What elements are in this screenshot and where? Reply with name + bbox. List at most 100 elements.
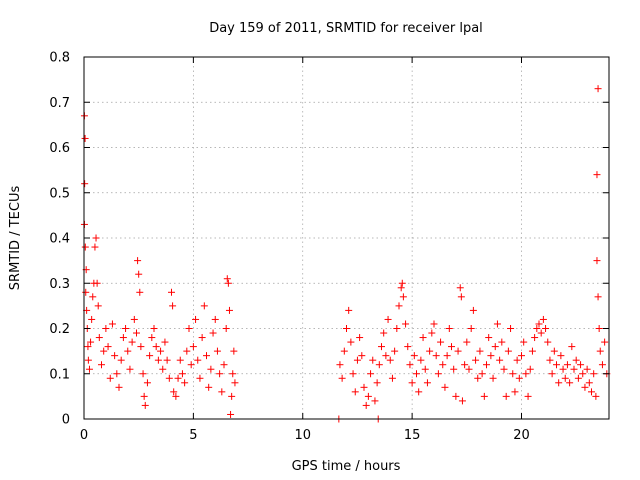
data-point — [491, 343, 499, 351]
data-point — [223, 275, 231, 283]
data-point — [343, 325, 350, 332]
data-point — [561, 374, 569, 382]
data-point — [526, 365, 534, 373]
data-point — [461, 361, 469, 369]
data-point — [550, 347, 558, 355]
data-point — [230, 347, 238, 355]
data-point — [406, 361, 414, 369]
data-point — [130, 315, 138, 323]
data-point — [421, 365, 429, 373]
data-point — [535, 320, 543, 328]
data-point — [224, 279, 232, 287]
data-point — [157, 347, 165, 355]
data-point — [454, 347, 462, 355]
data-point — [448, 343, 455, 351]
data-points — [80, 85, 611, 423]
data-point — [141, 401, 149, 409]
data-point — [176, 356, 184, 364]
x-tick-label: 0 — [80, 428, 88, 443]
data-point — [93, 279, 101, 287]
data-point — [367, 370, 375, 378]
data-point — [205, 383, 213, 391]
data-point — [439, 361, 447, 369]
data-point — [228, 392, 236, 400]
data-point — [338, 374, 346, 382]
data-point — [89, 293, 97, 301]
data-point — [593, 257, 601, 265]
data-point — [391, 347, 399, 355]
data-point — [362, 401, 370, 409]
data-point — [577, 361, 585, 369]
data-point — [463, 338, 471, 346]
data-point — [345, 306, 353, 314]
y-tick-label: 0.2 — [49, 322, 70, 337]
data-point — [185, 325, 193, 332]
data-point — [441, 383, 449, 391]
data-point — [194, 356, 202, 364]
data-point — [108, 320, 116, 328]
y-tick-label: 0 — [62, 413, 70, 428]
data-point — [139, 370, 147, 378]
data-point — [408, 379, 416, 387]
data-point — [380, 329, 388, 337]
data-point — [496, 356, 504, 364]
data-point — [115, 383, 123, 391]
data-point — [104, 343, 112, 351]
data-point — [546, 356, 554, 364]
data-point — [483, 361, 490, 369]
data-point — [218, 388, 226, 396]
data-point — [364, 392, 372, 400]
data-point — [493, 320, 501, 328]
data-point — [133, 329, 140, 337]
y-axis-label: SRMTID / TECUs — [8, 186, 23, 291]
data-point — [100, 347, 108, 355]
data-point — [415, 388, 423, 396]
data-point — [140, 392, 148, 400]
data-point — [581, 383, 589, 391]
data-point — [528, 347, 536, 355]
data-point — [465, 365, 473, 373]
data-point — [174, 374, 182, 382]
chart-title: Day 159 of 2011, SRMTID for receiver lpa… — [209, 21, 483, 36]
y-tick-label: 0.8 — [49, 51, 70, 66]
data-point — [457, 293, 465, 301]
data-point — [358, 352, 366, 360]
x-tick-label: 15 — [404, 428, 421, 443]
y-tick-label: 0.6 — [49, 141, 70, 156]
data-point — [413, 370, 420, 378]
data-point — [227, 410, 235, 418]
data-point — [84, 343, 92, 351]
data-point — [165, 374, 173, 382]
data-point — [378, 343, 385, 351]
data-point — [539, 315, 547, 323]
data-point — [500, 365, 508, 373]
data-point — [213, 347, 221, 355]
data-point — [168, 288, 175, 296]
data-point — [163, 356, 171, 364]
data-point — [209, 329, 217, 337]
data-point — [134, 257, 142, 265]
data-point — [498, 338, 506, 346]
data-point — [92, 234, 100, 242]
data-point — [601, 338, 609, 346]
data-point — [178, 370, 186, 378]
data-point — [515, 374, 523, 382]
data-point — [469, 306, 477, 314]
data-point — [430, 320, 438, 328]
data-point — [553, 361, 560, 369]
data-point — [570, 365, 578, 373]
data-point — [487, 352, 495, 360]
data-point — [388, 374, 396, 382]
data-point — [419, 334, 427, 342]
data-point — [572, 356, 580, 364]
data-point — [207, 365, 215, 373]
data-point — [198, 334, 206, 342]
data-point — [533, 325, 541, 332]
data-point — [472, 356, 480, 364]
data-point — [170, 388, 178, 396]
data-point — [450, 365, 458, 373]
data-point — [373, 379, 381, 387]
data-point — [522, 370, 530, 378]
data-point — [544, 338, 552, 346]
data-point — [126, 365, 134, 373]
